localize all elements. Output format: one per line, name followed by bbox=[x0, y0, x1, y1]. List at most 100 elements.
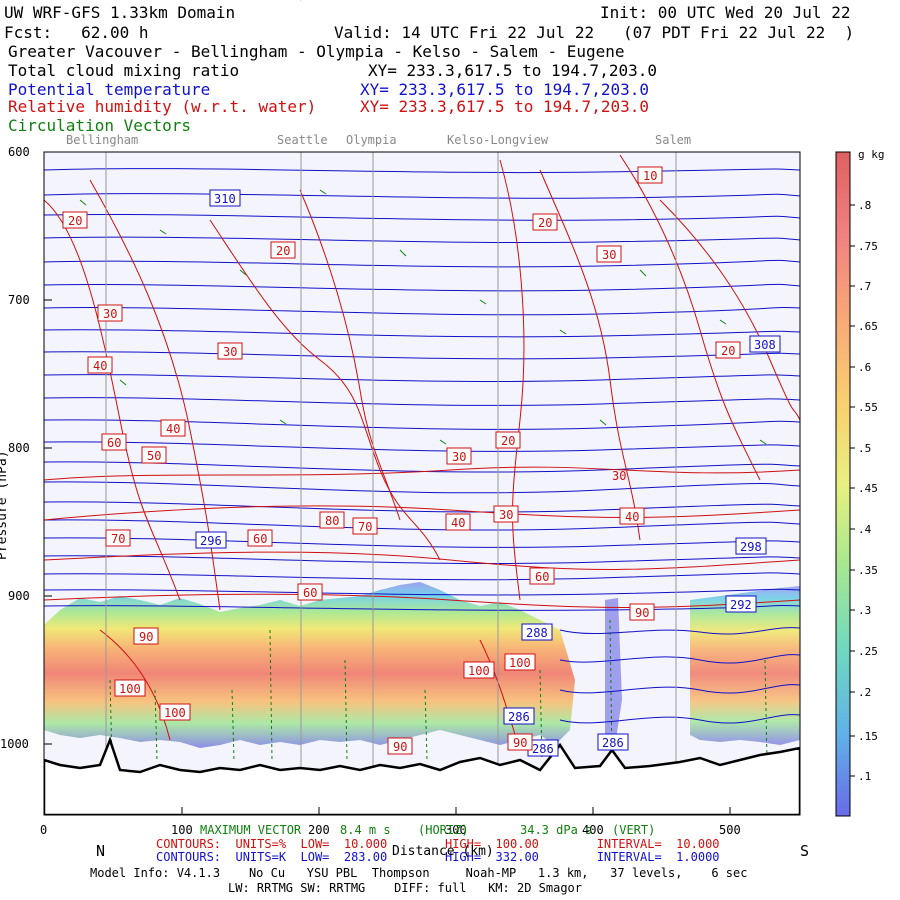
rh-label: 20 bbox=[276, 244, 290, 258]
rh-label-box bbox=[114, 679, 146, 697]
region-name: Greater Vacouver - Bellingham - Olympia … bbox=[8, 42, 625, 61]
model-info-physics: LW: RRTMG SW: RRTMG DIFF: full KM: 2D Sm… bbox=[228, 881, 583, 895]
vector-arrow bbox=[639, 269, 647, 277]
y-axis bbox=[44, 151, 52, 745]
rh-label-box bbox=[105, 529, 131, 547]
rh-label-box bbox=[495, 431, 521, 449]
theta-contour bbox=[559, 714, 800, 724]
theta-label: 286 bbox=[602, 736, 624, 750]
rh-label: 100 bbox=[468, 664, 490, 678]
colorbar-label: .5 bbox=[858, 442, 871, 455]
max-vector-vert-unit: (VERT) bbox=[612, 823, 656, 837]
colorbar-label: .1 bbox=[858, 770, 871, 783]
rh-label: 30 bbox=[452, 450, 466, 464]
theta-contour bbox=[44, 168, 800, 174]
rh-label: 70 bbox=[358, 520, 372, 534]
vector-arrow bbox=[439, 439, 447, 445]
theta-label: 286 bbox=[508, 710, 530, 724]
theta-labels: 310 308 298 296 292 288 286 286 286 bbox=[195, 189, 781, 757]
max-vector-horiz-unit: (HORIZ) bbox=[418, 823, 469, 837]
vector-arrow bbox=[479, 299, 487, 305]
colorbar-label: .25 bbox=[858, 645, 878, 658]
theta-contour bbox=[44, 555, 800, 564]
vector-arrow bbox=[344, 659, 348, 761]
vector-arrow bbox=[559, 329, 567, 335]
vector-arrow bbox=[269, 629, 273, 761]
theta-contour bbox=[44, 588, 800, 596]
rh-contour bbox=[539, 169, 641, 541]
colorbar-label: .35 bbox=[858, 564, 878, 577]
rh-label-box bbox=[463, 661, 495, 679]
rh-contour bbox=[619, 154, 761, 481]
model-info: Model Info: V4.1.3 No Cu YSU PBL Thompso… bbox=[90, 866, 748, 880]
colorbar-label: .45 bbox=[858, 482, 878, 495]
rh-label-box bbox=[62, 211, 88, 229]
vector-arrow bbox=[764, 659, 768, 761]
x-tick-label: 300 bbox=[445, 823, 467, 837]
rh-label-box bbox=[160, 419, 186, 437]
vector-arrow bbox=[719, 319, 727, 325]
place-seattle: Seattle bbox=[277, 133, 328, 147]
rh-label-box bbox=[446, 447, 472, 465]
theta-label: 308 bbox=[754, 338, 776, 352]
rh-label: 20 bbox=[300, 657, 302, 659]
rh-label: 60 bbox=[303, 586, 317, 600]
colorbar-ticks bbox=[850, 204, 855, 777]
theta-contour bbox=[44, 329, 800, 338]
vector-arrow bbox=[79, 199, 87, 206]
theta-contour bbox=[44, 236, 800, 244]
rh-label-box bbox=[529, 567, 555, 585]
rh-label: 100 bbox=[509, 656, 531, 670]
theta-label-box bbox=[521, 623, 553, 641]
rh-label: 30 bbox=[223, 345, 237, 359]
theta-contour bbox=[44, 351, 800, 360]
rh-label-box bbox=[504, 653, 536, 671]
plot-frame bbox=[43, 151, 801, 816]
rh-label: 60 bbox=[535, 570, 549, 584]
field-theta: Potential temperature bbox=[8, 80, 211, 99]
rh-label-box bbox=[637, 166, 663, 184]
theta-label-box bbox=[597, 733, 629, 751]
rh-label-box bbox=[217, 342, 243, 360]
rh-label-box bbox=[352, 517, 378, 535]
rh-label: 30 bbox=[499, 508, 513, 522]
rh-label-box bbox=[87, 356, 113, 374]
rh-labels: 10 20 20 20 20 20 20 30 30 30 30 40 40 4… bbox=[62, 0, 741, 755]
vector-arrow bbox=[599, 419, 607, 426]
place-kelso: Kelso-Longview bbox=[447, 133, 549, 147]
colorbar-label: .55 bbox=[858, 401, 878, 414]
rh-label-box bbox=[247, 529, 273, 547]
colorbar-label: .75 bbox=[858, 240, 878, 253]
colorbar-label: .7 bbox=[858, 280, 871, 293]
colorbar-label: .65 bbox=[858, 320, 878, 333]
vector-arrow bbox=[319, 189, 327, 195]
rh-label: 90 bbox=[393, 740, 407, 754]
theta-contour bbox=[44, 283, 800, 292]
rh-label: 80 bbox=[325, 514, 339, 528]
theta-contour bbox=[44, 501, 800, 513]
rh-contour bbox=[99, 629, 171, 741]
y-tick-label: 900 bbox=[8, 589, 30, 603]
colorbar-label: .15 bbox=[858, 730, 878, 743]
rh-contour bbox=[209, 219, 441, 561]
rh-label: 10 bbox=[643, 169, 657, 183]
rh-label: 100 bbox=[164, 706, 186, 720]
rh-label: 40 bbox=[451, 516, 465, 530]
rh-label-box bbox=[387, 737, 413, 755]
theta-label: 296 bbox=[200, 534, 222, 548]
theta-label-box bbox=[735, 537, 767, 555]
theta-contour-info: CONTOURS: UNITS=K LOW= 283.00 HIGH= 332.… bbox=[156, 850, 720, 864]
rh-label-box bbox=[101, 433, 127, 451]
theta-contour bbox=[44, 461, 800, 473]
theta-label: 298 bbox=[740, 540, 762, 554]
y-tick-label: 600 bbox=[8, 145, 30, 159]
x-end-south: S bbox=[800, 842, 809, 860]
theta-label: 286 bbox=[532, 742, 554, 756]
x-tick-label: 200 bbox=[308, 823, 330, 837]
field-cloud-xy: XY= 233.3,617.5 to 194.7,203.0 bbox=[368, 61, 657, 80]
cloud-field bbox=[44, 582, 575, 748]
rh-label-box bbox=[493, 505, 519, 523]
rh-label-box bbox=[133, 627, 159, 645]
rh-label: 40 bbox=[93, 359, 107, 373]
